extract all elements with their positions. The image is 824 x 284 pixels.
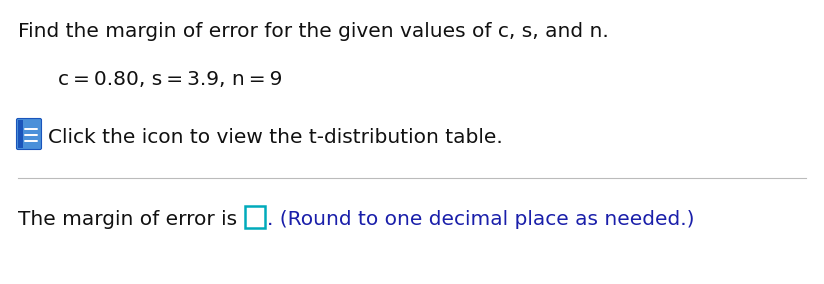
FancyBboxPatch shape <box>246 206 265 228</box>
Text: Find the margin of error for the given values of c, s, and n.: Find the margin of error for the given v… <box>18 22 609 41</box>
FancyBboxPatch shape <box>16 118 41 149</box>
Bar <box>18 120 23 148</box>
Text: c = 0.80, s = 3.9, n = 9: c = 0.80, s = 3.9, n = 9 <box>58 70 283 89</box>
Text: Click the icon to view the t-distribution table.: Click the icon to view the t-distributio… <box>48 128 503 147</box>
Text: The margin of error is: The margin of error is <box>18 210 244 229</box>
Text: . (Round to one decimal place as needed.): . (Round to one decimal place as needed.… <box>268 210 695 229</box>
